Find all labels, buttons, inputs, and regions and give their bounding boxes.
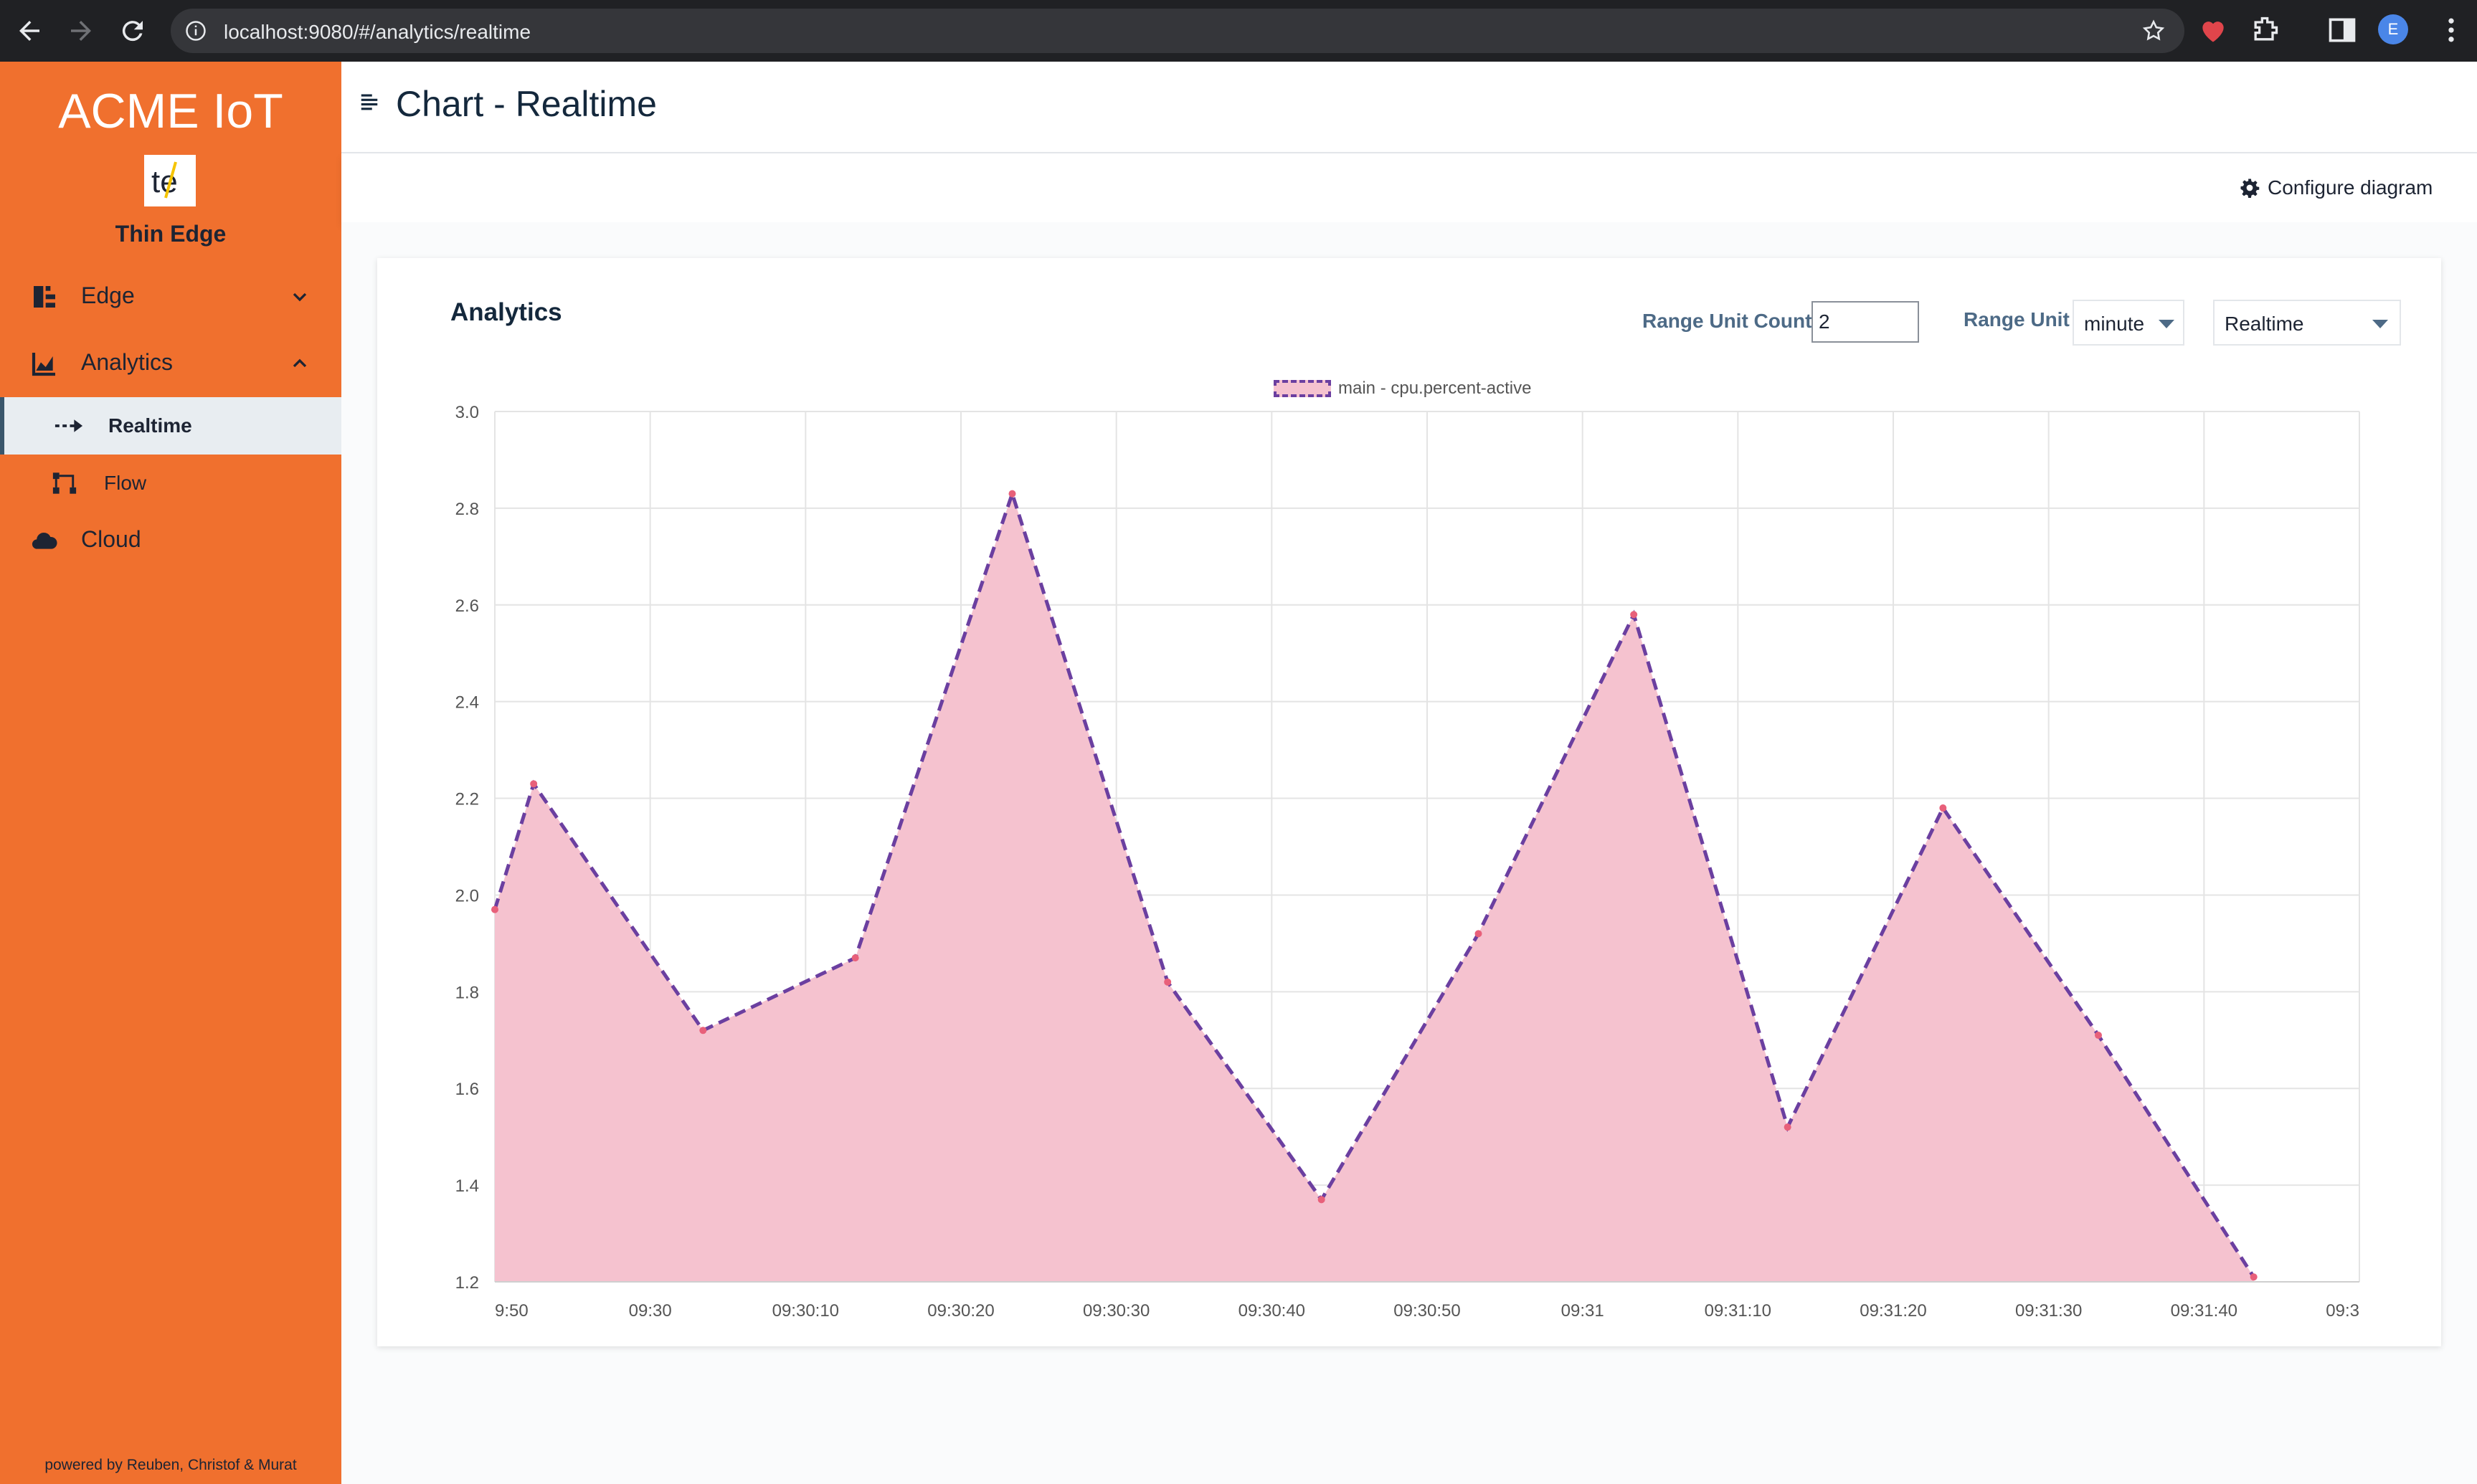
sidebar-item-label: Analytics [81,349,174,375]
x-tick-label: 09:31 [1561,1301,1604,1321]
dotted-arrow-icon [55,419,83,432]
x-tick-label: 09:30 [629,1301,672,1321]
page-title: Chart - Realtime [396,84,657,124]
sidebar-item-analytics[interactable]: Analytics [0,335,341,392]
y-tick-label: 1.2 [455,1273,479,1293]
sidebar-item-label: Flow [104,472,147,494]
brand-subtitle: Thin Edge [115,221,227,247]
gear-icon [2240,179,2260,198]
data-point [2095,1032,2102,1040]
y-tick-label: 2.6 [455,596,479,616]
toggle-sidebar-icon[interactable] [359,92,380,113]
x-tick-label: 09:30:40 [1238,1301,1305,1321]
y-tick-label: 2.0 [455,886,479,905]
x-tick-label: 09:31:20 [1860,1301,1926,1321]
bookmark-star-icon[interactable] [2141,19,2166,43]
caret-down-icon [2159,320,2174,328]
forward-icon[interactable] [66,16,96,46]
x-tick-label: 09:30:50 [1393,1301,1460,1321]
data-point [699,1027,707,1034]
y-tick-label: 2.8 [455,500,479,519]
info-icon[interactable] [185,20,207,42]
legend-label: main - cpu.percent-active [1338,379,1532,398]
sidebar: ACME IoT te Thin Edge Edge Analytics Rea… [0,62,341,1484]
x-tick-label: 09:30:30 [1083,1301,1150,1321]
data-point [1164,978,1172,986]
flow-icon [52,472,77,494]
brand-name: ACME IoT [58,84,283,138]
chart-legend[interactable]: main - cpu.percent-active [1274,376,1531,401]
legend-swatch [1274,380,1331,397]
thin-edge-logo[interactable]: te [144,155,196,206]
action-bar: Configure diagram [341,153,2477,222]
sidebar-item-label: Edge [81,282,135,308]
x-tick-label: 09:31:40 [2171,1301,2237,1321]
edge-icon [34,286,55,308]
range-unit-count-label: Range Unit Count [1642,310,1812,332]
x-tick-label: 09:3 [2326,1301,2359,1321]
y-tick-label: 2.2 [455,790,479,809]
sidebar-item-label: Realtime [108,414,192,437]
caret-down-icon [2372,320,2388,328]
mode-select[interactable]: Realtime [2213,300,2401,346]
range-unit-value: minute [2084,313,2145,335]
url-text: localhost:9080/#/analytics/realtime [224,21,531,43]
sidebar-item-realtime[interactable]: Realtime [0,397,341,455]
cloud-icon [32,532,57,549]
data-point [2250,1273,2258,1281]
mode-value: Realtime [2225,313,2304,335]
profile-avatar[interactable]: E [2378,14,2408,44]
y-tick-label: 1.8 [455,983,479,1002]
sidebar-item-label: Cloud [81,526,141,552]
y-tick-label: 1.4 [455,1176,479,1196]
heart-extension-icon[interactable] [2197,14,2229,46]
footer-credit: powered by Reuben, Christof & Murat [44,1457,297,1473]
data-point [1630,611,1638,619]
data-point [1008,490,1016,498]
data-point [491,905,498,913]
range-unit-count-input[interactable] [1811,301,1919,343]
data-point [1317,1196,1325,1204]
configure-diagram-button[interactable]: Configure diagram [2239,173,2433,202]
data-point [1784,1123,1791,1131]
page-header: Chart - Realtime [341,62,2477,153]
data-point [530,780,538,788]
series-area [495,493,2254,1283]
data-point [1939,804,1947,812]
y-tick-label: 1.6 [455,1080,479,1099]
back-icon[interactable] [14,16,44,46]
side-panel-icon[interactable] [2326,14,2358,46]
data-point [851,954,859,962]
chevron-up-icon [293,358,307,368]
x-tick-label: 09:30:10 [772,1301,839,1321]
address-bar[interactable]: localhost:9080/#/analytics/realtime [171,9,2184,53]
chevron-down-icon [293,292,307,302]
configure-diagram-label: Configure diagram [2268,176,2433,199]
sidebar-item-edge[interactable]: Edge [0,268,341,325]
range-unit-label: Range Unit [1964,308,2070,330]
range-unit-select[interactable]: minute [2073,300,2184,346]
sidebar-item-flow[interactable]: Flow [0,455,341,512]
y-tick-label: 3.0 [455,403,479,422]
x-tick-label: 9:50 [495,1301,529,1321]
x-tick-label: 09:31:10 [1705,1301,1771,1321]
browser-toolbar: localhost:9080/#/analytics/realtime E [0,0,2477,62]
x-tick-label: 09:31:30 [2015,1301,2082,1321]
card-title: Analytics [450,298,562,326]
browser-menu-icon[interactable] [2435,14,2467,46]
x-tick-label: 09:30:20 [927,1301,994,1321]
sidebar-item-cloud[interactable]: Cloud [0,512,341,569]
data-point [1474,930,1482,938]
logo-icon: te [151,161,178,199]
chart-area-icon [32,353,55,376]
extensions-icon[interactable] [2249,14,2281,46]
y-tick-label: 2.4 [455,693,479,713]
